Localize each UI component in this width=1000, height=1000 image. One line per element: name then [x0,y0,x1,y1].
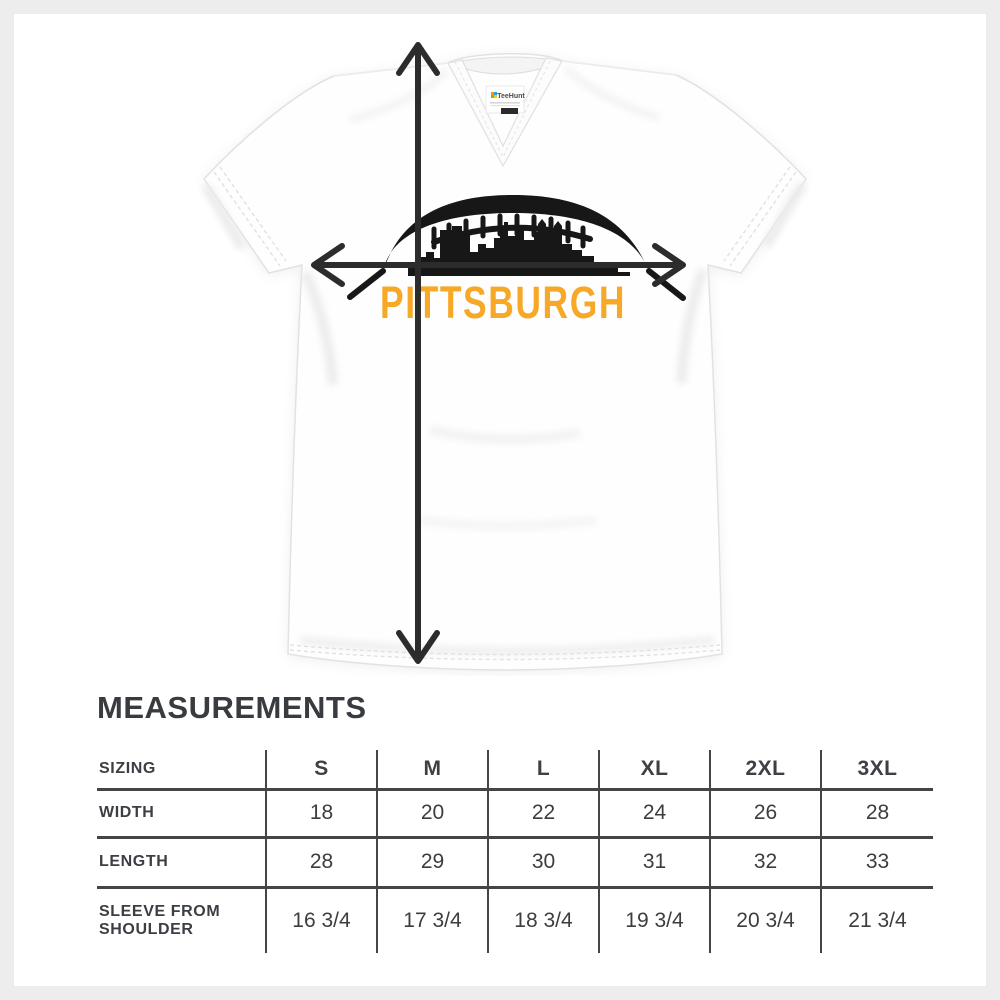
width-s: 18 [266,787,378,837]
football-outline-icon [383,195,649,272]
width-3xl: 28 [821,787,933,837]
table-row-width: WIDTH 18 20 22 24 26 28 [97,787,933,837]
size-col-header-s: S [266,750,378,789]
size-chart-table: SIZING S M L XL 2XL 3XL WIDTH 18 20 22 2… [97,750,933,953]
measurements-section: MEASUREMENTS SIZING S M L XL 2XL 3XL WID… [97,690,933,953]
tshirt-silhouette [203,52,807,671]
size-tag [501,108,518,114]
table-row-length: LENGTH 28 29 30 31 32 33 [97,835,933,887]
sleeve-xl: 19 3/4 [599,885,711,953]
table-row-sleeve: SLEEVE FROM SHOULDER 16 3/4 17 3/4 18 3/… [97,885,933,953]
width-l: 22 [488,787,600,837]
neck-label: TeeHunt [485,85,525,114]
size-col-header-3xl: 3XL [857,756,898,780]
measurements-heading: MEASUREMENTS [97,690,367,725]
width-xl: 24 [599,787,711,837]
sleeve-l: 18 3/4 [488,885,600,953]
tshirt: TeeHunt [202,52,807,671]
length-s: 28 [266,835,378,887]
width-m: 20 [377,787,489,837]
length-m: 29 [377,835,489,887]
size-col-header-l: L [488,750,600,789]
width-arrow-icon [311,243,686,287]
city-skyline-icon [408,219,630,276]
sleeve-3xl: 21 3/4 [821,885,933,953]
size-col-header-xl: XL [599,750,711,789]
sleeve-m: 17 3/4 [377,885,489,953]
brand-text: TeeHunt [497,93,525,100]
measurement-arrows [311,42,686,664]
length-3xl: 33 [821,835,933,887]
row-label-width: WIDTH [97,787,267,837]
size-col-header-2xl: 2XL [710,750,822,789]
width-2xl: 26 [710,787,822,837]
chest-graphic: PITTSBURGH [347,195,686,328]
row-label-length: LENGTH [97,835,267,887]
stitch-lines [213,166,797,661]
length-2xl: 32 [710,835,822,887]
sleeve-2xl: 20 3/4 [710,885,822,953]
row-label-sleeve: SLEEVE FROM SHOULDER [97,885,267,953]
sleeve-s: 16 3/4 [266,885,378,953]
length-xl: 31 [599,835,711,887]
size-col-header-m: M [377,750,489,789]
brand-logo-icon [491,92,497,98]
length-arrow-icon [396,42,440,664]
table-header-row: SIZING S M L XL 2XL 3XL [97,750,933,789]
sizing-header: SIZING [97,750,267,789]
fabric-shading [202,65,806,655]
product-photo: TeeHunt PITTSBURGH [202,42,807,671]
length-l: 30 [488,835,600,887]
football-tips [347,268,686,301]
